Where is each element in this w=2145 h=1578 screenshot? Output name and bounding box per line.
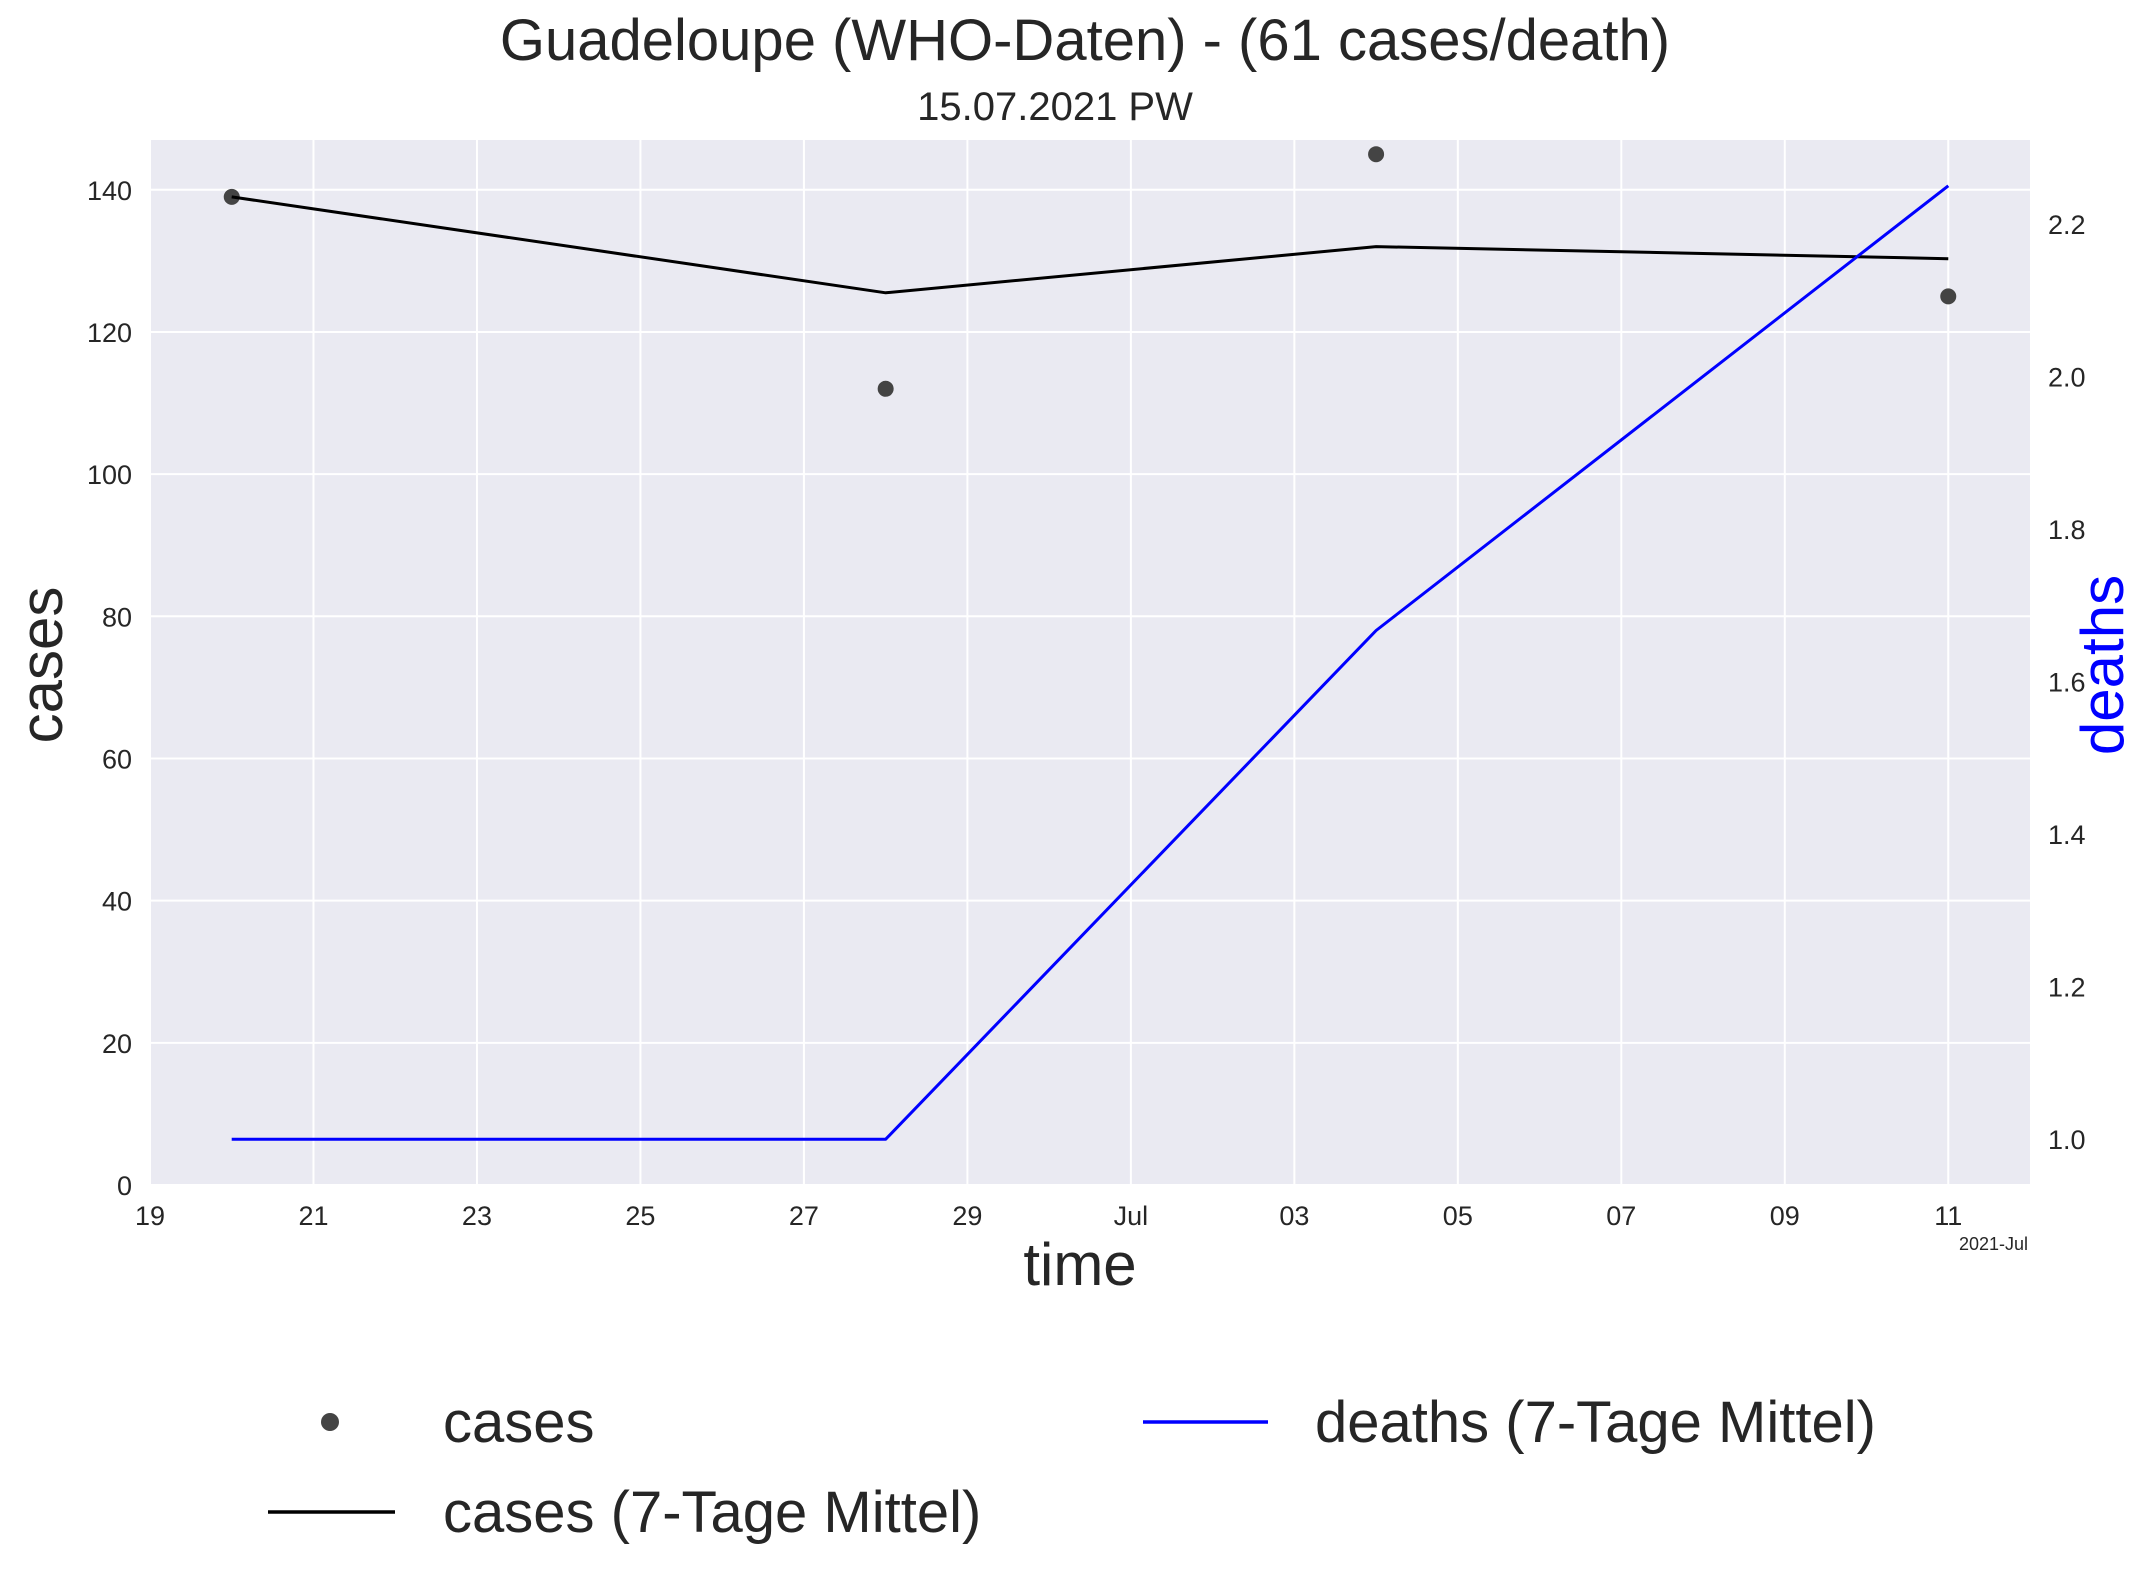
y-tick-label-left: 40: [102, 887, 132, 917]
y-tick-label-right: 2.0: [2048, 362, 2086, 392]
series-line-deaths-7-tage-mittel: [231, 184, 1950, 1141]
y-tick-label-right: 1.4: [2048, 820, 2086, 850]
y-tick-label-left: 120: [87, 318, 132, 348]
series-line-cases-7-tage-mittel: [231, 195, 1949, 295]
y-axis-left: 0 20 40 60 80 100 120 140: [87, 176, 132, 1201]
x-tick-label: 03: [1279, 1201, 1309, 1231]
chart-title: Guadeloupe (WHO-Daten) - (61 cases/death…: [500, 8, 1670, 73]
y-tick-label-left: 140: [87, 176, 132, 206]
x-axis-offset-label: 2021-Jul: [1959, 1234, 2028, 1254]
x-tick-label: 27: [789, 1201, 819, 1231]
x-tick-label: Jul: [1114, 1201, 1149, 1231]
data-point-cases: [1368, 146, 1385, 163]
chart-subtitle: 15.07.2021 PW: [917, 85, 1193, 129]
y-tick-label-right: 1.8: [2048, 515, 2086, 545]
legend-marker-cases: [321, 1413, 339, 1431]
y-axis-right: 1.0 1.2 1.4 1.6 1.8 2.0 2.2: [2048, 210, 2086, 1155]
legend-label-deaths-avg: deaths (7-Tage Mittel): [1315, 1390, 1876, 1455]
legend-label-cases: cases: [443, 1390, 595, 1455]
legend-label-cases-avg: cases (7-Tage Mittel): [443, 1480, 981, 1545]
y-tick-label-right: 1.6: [2048, 668, 2086, 698]
y-tick-label-right: 1.0: [2048, 1125, 2086, 1155]
x-axis-label: time: [1023, 1231, 1136, 1298]
y-tick-label-left: 80: [102, 602, 132, 632]
x-tick-label: 07: [1606, 1201, 1636, 1231]
x-tick-label: 11: [1934, 1201, 1962, 1231]
y-tick-label-right: 1.2: [2048, 973, 2086, 1003]
series: [223, 146, 1957, 1141]
x-tick-label: 29: [952, 1201, 982, 1231]
x-tick-label: 09: [1770, 1201, 1800, 1231]
x-tick-label: 23: [462, 1201, 492, 1231]
x-tick-label: 05: [1443, 1201, 1473, 1231]
y-axis-label-right: deaths: [2069, 575, 2136, 755]
plot-area: [150, 140, 2030, 1185]
data-point-cases: [877, 380, 894, 397]
y-axis-label-left: cases: [8, 587, 75, 744]
data-point-cases: [1940, 288, 1957, 305]
y-tick-label-left: 0: [117, 1171, 132, 1201]
x-tick-label: 19: [135, 1201, 165, 1231]
x-axis: 19 21 23 25 27 29 Jul 03 05 07 09 11: [135, 1201, 1962, 1231]
y-tick-label-left: 60: [102, 744, 132, 774]
legend: cases cases (7-Tage Mittel) deaths (7-Ta…: [268, 1390, 1876, 1545]
x-tick-label: 25: [625, 1201, 655, 1231]
y-tick-label-right: 2.2: [2048, 210, 2086, 240]
x-tick-label: 21: [298, 1201, 328, 1231]
y-tick-label-left: 20: [102, 1029, 132, 1059]
y-tick-label-left: 100: [87, 460, 132, 490]
